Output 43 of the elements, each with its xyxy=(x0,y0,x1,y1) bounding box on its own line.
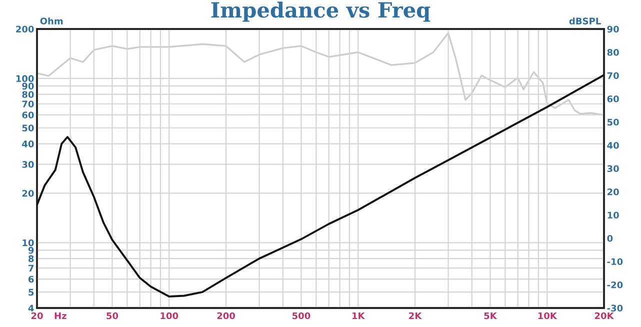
y2-tick-label: 40 xyxy=(607,142,619,149)
y2-tick-label: 30 xyxy=(607,165,619,172)
x-tick-label: 500 xyxy=(292,312,310,320)
y-tick-label: 70 xyxy=(22,100,34,108)
y-tick-label: 9 xyxy=(28,246,34,254)
x-tick-label: 10K xyxy=(538,312,558,320)
y2-tick-label: 90 xyxy=(607,26,619,33)
y2-tick-label: 70 xyxy=(607,72,619,80)
y-tick-label: 20 xyxy=(22,190,34,197)
y-axis-title: Ohm xyxy=(40,17,63,24)
y-tick-label: 4 xyxy=(28,304,34,312)
y-tick-label: 30 xyxy=(22,161,34,168)
y-tick-label: 50 xyxy=(22,124,34,132)
y-tick-label: 10 xyxy=(22,239,34,246)
y-tick-label: 7 xyxy=(28,264,34,272)
y2-tick-label: 60 xyxy=(607,95,619,102)
y-tick-label: 8 xyxy=(28,255,34,262)
x-tick-label: 2K xyxy=(409,312,422,320)
y-tick-label: 200 xyxy=(16,26,34,33)
x-tick-label: 5K xyxy=(484,312,498,320)
y2-tick-label: 80 xyxy=(607,48,619,56)
x-axis-title: Hz xyxy=(54,312,66,320)
x-tick-label: 200 xyxy=(217,312,235,320)
y2-tick-label: 10 xyxy=(608,212,619,219)
x-tick-label: 50 xyxy=(106,312,118,320)
y-tick-label: 60 xyxy=(22,112,34,118)
y2-tick-label: 20 xyxy=(607,188,619,196)
y2-tick-label: -10 xyxy=(607,258,623,266)
x-tick-label: 20K xyxy=(594,312,614,320)
y2-tick-label: 50 xyxy=(607,118,619,126)
y2-tick-label: 0 xyxy=(607,234,613,242)
y-tick-label: 100 xyxy=(16,75,34,82)
y2-tick-label: -20 xyxy=(607,281,623,288)
y-tick-label: 90 xyxy=(22,82,34,90)
y-tick-label: 40 xyxy=(22,140,34,148)
y-tick-label: 6 xyxy=(28,276,34,283)
y-tick-label: 5 xyxy=(28,288,34,296)
y-tick-label: 80 xyxy=(22,91,34,98)
y2-axis-title: dBSPL xyxy=(569,17,601,24)
x-tick-label: 100 xyxy=(160,312,178,320)
y2-tick-label: -30 xyxy=(607,304,623,312)
x-tick-label: 1K xyxy=(352,312,366,320)
chart-title: Impedance vs Freq xyxy=(211,2,430,22)
